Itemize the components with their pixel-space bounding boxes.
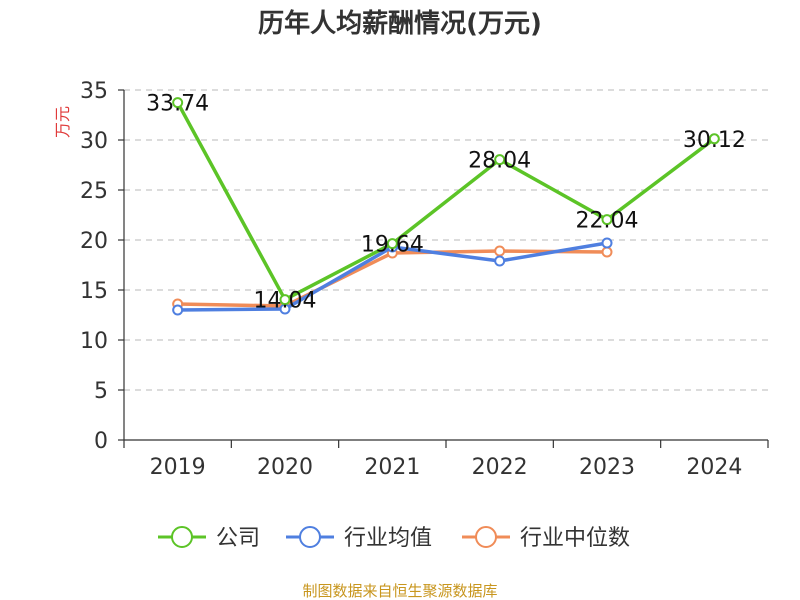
- series-0-point-2020[interactable]: [279, 294, 291, 306]
- y-tick-label-35: 35: [80, 79, 108, 104]
- data-label-2022: 28.04: [468, 149, 531, 174]
- y-tick-label-0: 0: [94, 429, 108, 454]
- series-1-point-2019[interactable]: [172, 304, 184, 316]
- legend-label-1: 行业均值: [344, 526, 432, 551]
- data-label-2019: 33.74: [146, 92, 209, 117]
- y-tick-label-5: 5: [94, 379, 108, 404]
- y-tick-label-10: 10: [80, 329, 108, 354]
- legend-item-0[interactable]: 公司: [158, 526, 260, 551]
- y-tick-label-15: 15: [80, 279, 108, 304]
- data-label-2020: 14.04: [254, 289, 317, 314]
- series-2-point-2022[interactable]: [494, 245, 506, 257]
- series-line-0: [176, 101, 716, 302]
- series-1-point-2022[interactable]: [494, 255, 506, 267]
- legend-swatch-marker-0: [171, 526, 193, 548]
- axes: 0 5 10 15 20 25 30 35 2019 2020 2021 2022 2023 2024: [80, 79, 769, 480]
- legend-swatch-marker-2: [475, 526, 497, 548]
- legend[interactable]: 公司 行业均值 行业中位数: [158, 526, 630, 551]
- series-0-point-2019[interactable]: [172, 97, 184, 109]
- series-0-point-2021[interactable]: [386, 238, 398, 250]
- legend-item-2[interactable]: 行业中位数: [462, 526, 630, 551]
- legend-swatch-marker-1: [299, 526, 321, 548]
- data-label-2023: 22.04: [576, 209, 639, 234]
- y-tick-label-20: 20: [80, 229, 108, 254]
- series-0-point-2024[interactable]: [708, 133, 720, 145]
- source-note: 制图数据来自恒生聚源数据库: [302, 582, 497, 600]
- y-tick-label-30: 30: [80, 129, 108, 154]
- y-tick-label-25: 25: [80, 179, 108, 204]
- x-tick-label-2023: 2023: [579, 455, 635, 480]
- series-2-point-2023[interactable]: [601, 246, 613, 258]
- series-0-point-2022[interactable]: [494, 154, 506, 166]
- data-label-2024: 30.12: [683, 128, 746, 153]
- legend-label-0: 公司: [216, 526, 260, 551]
- x-tick-label-2021: 2021: [364, 455, 420, 480]
- data-label-2021: 19.64: [361, 233, 424, 258]
- y-axis-label: 万元: [53, 106, 72, 138]
- grid-lines: [124, 89, 768, 391]
- x-tick-label-2024: 2024: [686, 455, 742, 480]
- legend-label-2: 行业中位数: [520, 526, 630, 551]
- legend-item-1[interactable]: 行业均值: [286, 526, 432, 551]
- series-1-point-2023[interactable]: [601, 237, 613, 249]
- x-tick-label-2022: 2022: [472, 455, 528, 480]
- x-tick-label-2020: 2020: [257, 455, 313, 480]
- data-labels: 33.74 14.04 19.64 28.04 22.04 30.12: [146, 92, 746, 314]
- x-tick-label-2019: 2019: [150, 455, 206, 480]
- series-line-2: [177, 249, 608, 308]
- chart-title: 历年人均薪酬情况(万元): [258, 8, 542, 39]
- series-group: [172, 97, 720, 316]
- series-0-point-2023[interactable]: [601, 214, 613, 226]
